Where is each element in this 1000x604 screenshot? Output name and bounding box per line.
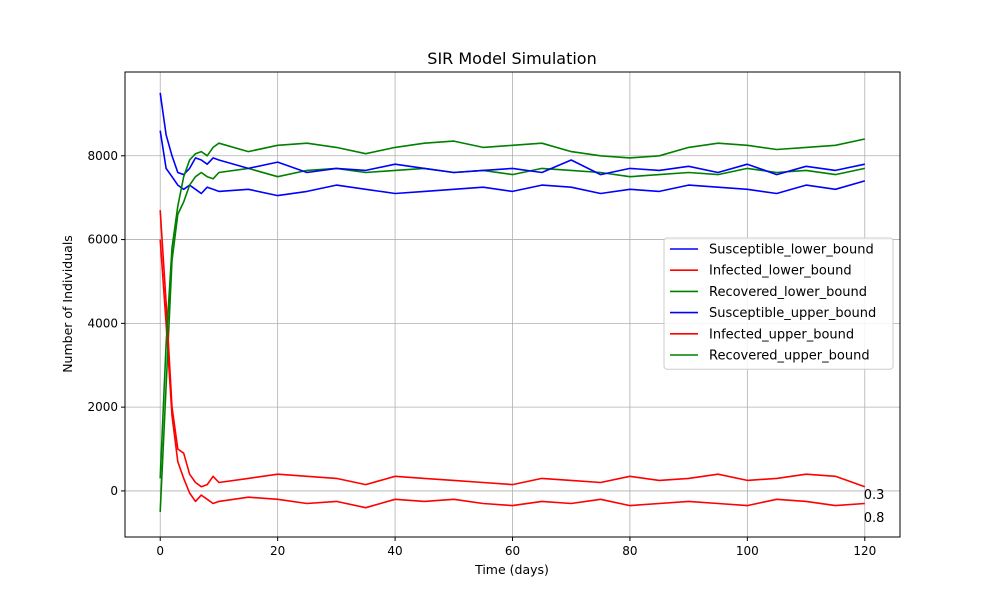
y-tick-label: 0	[110, 484, 118, 498]
legend-label: Infected_upper_bound	[709, 327, 854, 342]
chart-title: SIR Model Simulation	[427, 49, 596, 68]
legend: Susceptible_lower_bound Infected_lower_bo…	[663, 237, 894, 370]
series-line-recovered-upper-bound	[159, 138, 865, 479]
x-tick-label: 80	[622, 544, 637, 558]
y-axis-label: Number of Individuals	[60, 235, 75, 373]
y-tick-label: 6000	[87, 233, 118, 247]
y-tick-label: 4000	[87, 316, 118, 330]
series-line-recovered-lower-bound	[159, 167, 865, 512]
x-tick-label: 60	[505, 544, 520, 558]
axis-ticks: 0 20 40 60 80 100 120 0 2000 4000 6000 8000	[87, 149, 876, 558]
series-line-infected-upper-bound	[159, 210, 866, 488]
annotation-label: 0.3	[864, 488, 885, 503]
x-tick-label: 20	[270, 544, 285, 558]
annotation-label: 0.8	[864, 511, 885, 526]
series-line-infected-lower-bound	[159, 239, 865, 509]
legend-label: Infected_lower_bound	[709, 264, 852, 279]
x-tick-label: 120	[853, 544, 876, 558]
y-tick-label: 2000	[87, 400, 118, 414]
x-tick-label: 40	[387, 544, 402, 558]
series-line-susceptible-upper-bound	[159, 92, 865, 176]
legend-label: Susceptible_lower_bound	[709, 243, 874, 258]
legend-frame	[663, 237, 894, 370]
series-lines	[159, 92, 866, 512]
annotations: 0.3 0.8	[864, 488, 885, 526]
legend-label: Recovered_upper_bound	[709, 349, 870, 364]
x-tick-label: 0	[156, 544, 164, 558]
y-tick-label: 8000	[87, 149, 118, 163]
legend-label: Recovered_lower_bound	[709, 285, 867, 300]
x-tick-label: 100	[736, 544, 759, 558]
x-axis-label: Time (days)	[474, 562, 549, 577]
legend-label: Susceptible_upper_bound	[709, 306, 876, 321]
series-line-susceptible-lower-bound	[159, 130, 866, 197]
